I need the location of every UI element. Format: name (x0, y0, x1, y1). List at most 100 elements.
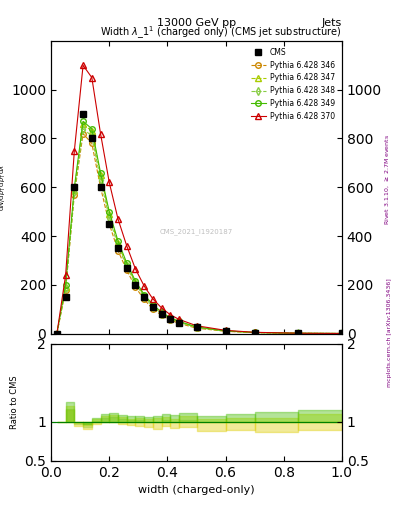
Pythia 6.428 346 (107, 221, 112, 227)
Pythia 6.428 349 (81, 118, 85, 124)
Pythia 6.428 347 (177, 319, 182, 325)
Line: Pythia 6.428 347: Pythia 6.428 347 (54, 121, 345, 336)
Pythia 6.428 370 (90, 74, 94, 80)
Pythia 6.428 348 (168, 316, 173, 322)
Pythia 6.428 347 (159, 310, 164, 316)
Pythia 6.428 346 (168, 317, 173, 323)
Pythia 6.428 348 (151, 304, 155, 310)
X-axis label: width (charged-only): width (charged-only) (138, 485, 255, 495)
Pythia 6.428 349 (142, 291, 147, 297)
Pythia 6.428 349 (90, 125, 94, 132)
Y-axis label: Ratio to CMS: Ratio to CMS (10, 375, 19, 429)
Pythia 6.428 348 (90, 133, 94, 139)
Pythia 6.428 347 (55, 330, 59, 336)
Pythia 6.428 349 (72, 184, 77, 190)
Pythia 6.428 348 (107, 215, 112, 221)
Pythia 6.428 349 (296, 330, 301, 336)
Pythia 6.428 346 (133, 284, 138, 290)
Pythia 6.428 370 (107, 179, 112, 185)
Pythia 6.428 348 (133, 281, 138, 287)
Pythia 6.428 346 (90, 140, 94, 146)
Pythia 6.428 347 (168, 315, 173, 322)
Pythia 6.428 347 (124, 262, 129, 268)
Text: Jets: Jets (321, 18, 342, 28)
Pythia 6.428 346 (340, 330, 344, 336)
Pythia 6.428 348 (116, 243, 120, 249)
Pythia 6.428 370 (168, 312, 173, 318)
Text: CMS_2021_I1920187: CMS_2021_I1920187 (160, 228, 233, 234)
Pythia 6.428 370 (296, 330, 301, 336)
Pythia 6.428 349 (177, 318, 182, 325)
Pythia 6.428 370 (194, 323, 199, 329)
Pythia 6.428 347 (81, 121, 85, 127)
Pythia 6.428 370 (72, 147, 77, 154)
Pythia 6.428 370 (340, 330, 344, 336)
Pythia 6.428 346 (159, 312, 164, 318)
Pythia 6.428 349 (107, 208, 112, 215)
Pythia 6.428 347 (107, 211, 112, 217)
Pythia 6.428 348 (63, 285, 68, 291)
Pythia 6.428 347 (194, 324, 199, 330)
Pythia 6.428 349 (252, 329, 257, 335)
Legend: CMS, Pythia 6.428 346, Pythia 6.428 347, Pythia 6.428 348, Pythia 6.428 349, Pyt: CMS, Pythia 6.428 346, Pythia 6.428 347,… (248, 45, 338, 124)
Text: Width $\lambda\_1^1$ (charged only) (CMS jet substructure): Width $\lambda\_1^1$ (charged only) (CMS… (101, 25, 342, 41)
Pythia 6.428 349 (124, 260, 129, 266)
Pythia 6.428 349 (55, 330, 59, 336)
Pythia 6.428 346 (81, 131, 85, 137)
Pythia 6.428 370 (159, 305, 164, 311)
Pythia 6.428 348 (194, 325, 199, 331)
Pythia 6.428 370 (124, 243, 129, 249)
Pythia 6.428 370 (151, 296, 155, 302)
Pythia 6.428 348 (98, 177, 103, 183)
Pythia 6.428 347 (72, 186, 77, 193)
Pythia 6.428 346 (252, 330, 257, 336)
Pythia 6.428 347 (63, 284, 68, 290)
Pythia 6.428 347 (340, 330, 344, 336)
Pythia 6.428 348 (340, 330, 344, 336)
Pythia 6.428 346 (116, 248, 120, 254)
Pythia 6.428 348 (124, 263, 129, 269)
Pythia 6.428 346 (142, 296, 147, 303)
Pythia 6.428 346 (177, 320, 182, 326)
Pythia 6.428 346 (151, 306, 155, 312)
Pythia 6.428 349 (116, 238, 120, 244)
Pythia 6.428 347 (151, 303, 155, 309)
Pythia 6.428 347 (90, 128, 94, 134)
Text: 13000 GeV pp: 13000 GeV pp (157, 18, 236, 28)
Pythia 6.428 346 (55, 330, 59, 336)
Pythia 6.428 349 (159, 309, 164, 315)
Pythia 6.428 347 (296, 330, 301, 336)
Pythia 6.428 349 (133, 278, 138, 284)
Line: Pythia 6.428 370: Pythia 6.428 370 (54, 62, 345, 336)
Pythia 6.428 348 (72, 189, 77, 195)
Pythia 6.428 370 (142, 283, 147, 289)
Pythia 6.428 349 (63, 282, 68, 288)
Pythia 6.428 346 (296, 330, 301, 336)
Pythia 6.428 347 (142, 293, 147, 299)
Pythia 6.428 346 (194, 325, 199, 331)
Pythia 6.428 348 (223, 328, 228, 334)
Pythia 6.428 349 (194, 324, 199, 330)
Pythia 6.428 349 (98, 169, 103, 176)
Pythia 6.428 348 (81, 125, 85, 132)
Pythia 6.428 349 (151, 302, 155, 308)
Pythia 6.428 370 (133, 266, 138, 272)
Pythia 6.428 347 (133, 279, 138, 285)
Pythia 6.428 348 (159, 310, 164, 316)
Pythia 6.428 348 (296, 330, 301, 336)
Pythia 6.428 370 (81, 62, 85, 69)
Pythia 6.428 346 (63, 287, 68, 293)
Pythia 6.428 349 (223, 328, 228, 334)
Pythia 6.428 370 (116, 216, 120, 222)
Pythia 6.428 349 (340, 330, 344, 336)
Pythia 6.428 347 (116, 240, 120, 246)
Pythia 6.428 346 (124, 267, 129, 273)
Pythia 6.428 348 (55, 330, 59, 336)
Line: Pythia 6.428 346: Pythia 6.428 346 (54, 131, 345, 336)
Pythia 6.428 346 (72, 191, 77, 198)
Pythia 6.428 348 (142, 294, 147, 300)
Pythia 6.428 370 (63, 272, 68, 278)
Pythia 6.428 346 (98, 184, 103, 190)
Pythia 6.428 346 (223, 328, 228, 334)
Pythia 6.428 370 (98, 131, 103, 137)
